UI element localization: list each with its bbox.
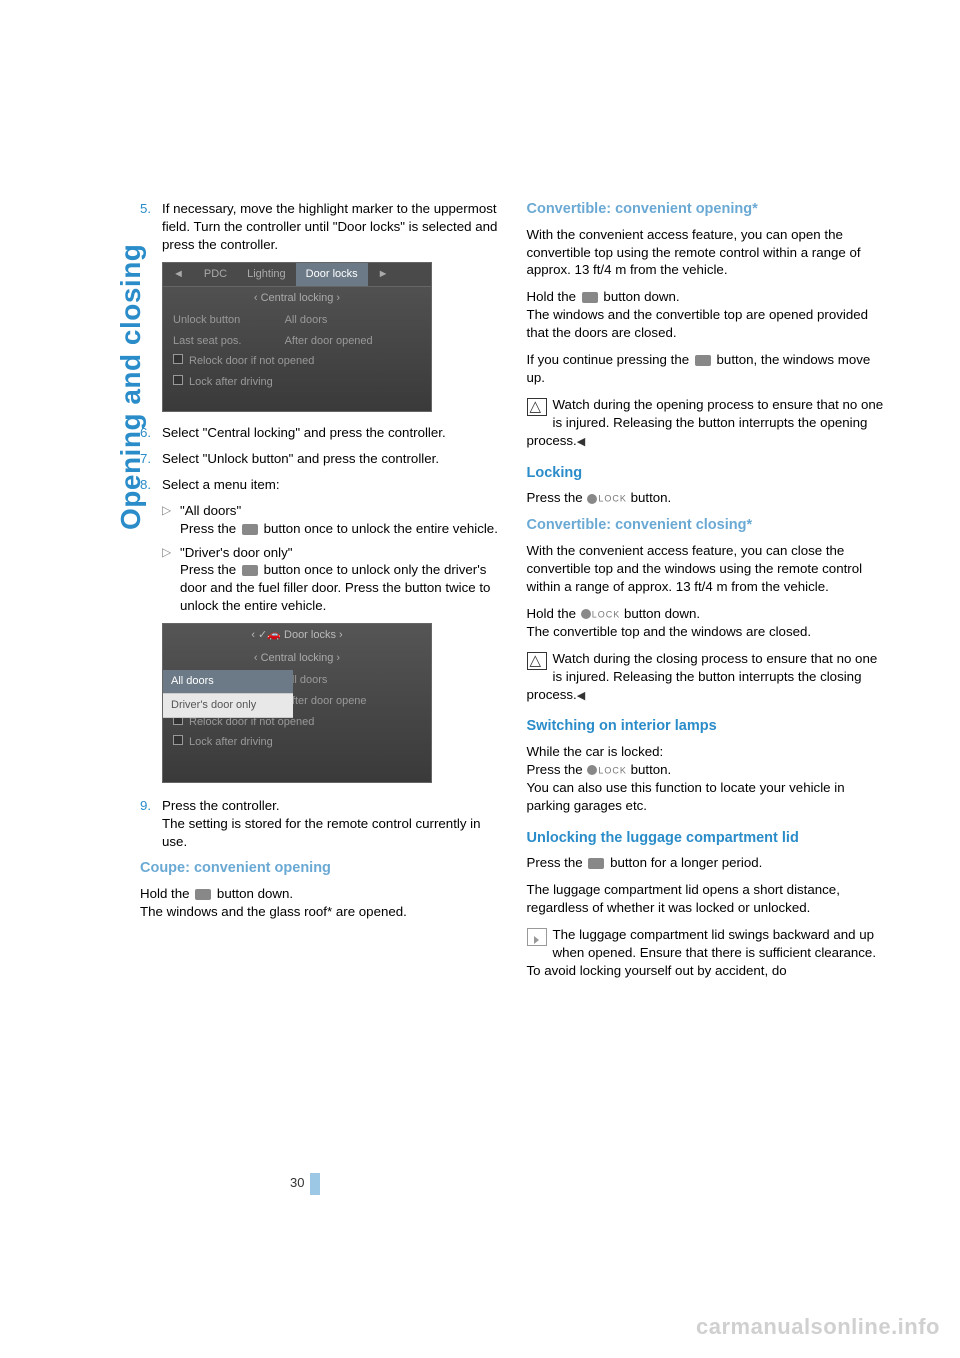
conv-close-p2: Hold the LOCK button down.The convertibl…	[527, 605, 886, 641]
warning-icon	[527, 398, 547, 416]
bullet-arrow-icon: ▷	[162, 502, 180, 538]
unlock-icon	[695, 355, 711, 366]
lock-label: LOCK	[598, 494, 627, 504]
ss-subheader: ‹ Central locking ›	[163, 287, 431, 310]
lock-icon	[587, 765, 597, 775]
conv-close-p1: With the convenient access feature, you …	[527, 542, 886, 596]
heading-locking: Locking	[527, 464, 886, 484]
end-marker-icon: ◀	[577, 436, 585, 448]
trunk-icon	[588, 858, 604, 869]
lock-label: LOCK	[598, 765, 627, 775]
ss-cell: All doors	[285, 313, 421, 328]
sub-text: "All doors" Press the button once to unl…	[180, 502, 499, 538]
step-line2: The setting is stored for the remote con…	[162, 816, 481, 849]
step-9: 9. Press the controller. The setting is …	[140, 797, 499, 851]
unlock-icon	[242, 524, 258, 535]
step-6: 6. Select "Central locking" and press th…	[140, 424, 499, 442]
ss-nav-left: ◄	[163, 263, 194, 286]
step-line1: Press the controller.	[162, 798, 280, 813]
unlock-icon	[195, 889, 211, 900]
luggage-info: The luggage compartment lid swings backw…	[527, 926, 886, 980]
ss-cell: Relock door if not opened	[189, 354, 314, 369]
ss-tab-doorlocks: Door locks	[296, 263, 368, 286]
step-8: 8. Select a menu item:	[140, 476, 499, 494]
lock-icon	[587, 494, 597, 504]
screenshot-dropdown: ‹ ✓🚗 Door locks › ‹ Central locking › Al…	[162, 623, 432, 783]
step-num: 7.	[140, 450, 162, 468]
checkbox-icon	[173, 354, 183, 364]
step-text: Press the controller. The setting is sto…	[162, 797, 499, 851]
step-7: 7. Select "Unlock button" and press the …	[140, 450, 499, 468]
info-icon	[527, 928, 547, 946]
step-text: Select "Central locking" and press the c…	[162, 424, 499, 442]
content-columns: 5. If necessary, move the highlight mark…	[105, 200, 885, 989]
page-number: 30	[290, 1175, 304, 1190]
luggage-p2: The luggage compartment lid opens a shor…	[527, 881, 886, 917]
step-text: If necessary, move the highlight marker …	[162, 200, 499, 254]
warning-icon	[527, 652, 547, 670]
ss-nav-right: ►	[368, 263, 399, 286]
unlock-icon	[242, 565, 258, 576]
checkbox-icon	[173, 735, 183, 745]
locking-body: Press the LOCK button.	[527, 489, 886, 507]
ss-tab-lighting: Lighting	[237, 263, 296, 286]
heading-conv-closing: Convertible: convenient closing*	[527, 516, 886, 536]
right-column: Convertible: convenient opening* With th…	[527, 200, 886, 989]
luggage-p1: Press the button for a longer period.	[527, 854, 886, 872]
unlock-icon	[582, 292, 598, 303]
left-column: 5. If necessary, move the highlight mark…	[140, 200, 499, 989]
heading-interior-lamps: Switching on interior lamps	[527, 717, 886, 737]
checkbox-icon	[173, 375, 183, 385]
step-num: 5.	[140, 200, 162, 254]
lock-label: LOCK	[592, 609, 621, 619]
ss-cell: Lock after driving	[189, 735, 273, 750]
coupe-body: Hold the button down.The windows and the…	[140, 885, 499, 921]
step-num: 6.	[140, 424, 162, 442]
step-8b: ▷ "Driver's door only" Press the button …	[162, 544, 499, 616]
conv-open-p1: With the convenient access feature, you …	[527, 226, 886, 280]
ss-cell: Last seat pos.	[173, 334, 285, 349]
heading-coupe-opening: Coupe: convenient opening	[140, 859, 499, 879]
step-5: 5. If necessary, move the highlight mark…	[140, 200, 499, 254]
interior-body: While the car is locked:Press the LOCK b…	[527, 743, 886, 815]
sub-title: "Driver's door only"	[180, 545, 292, 560]
end-marker-icon: ◀	[577, 690, 585, 702]
step-8a: ▷ "All doors" Press the button once to u…	[162, 502, 499, 538]
ss-dropdown: All doors Driver's door only	[163, 670, 293, 718]
ss-tab-pdc: PDC	[194, 263, 237, 286]
bullet-arrow-icon: ▷	[162, 544, 180, 616]
sub-title: "All doors"	[180, 503, 241, 518]
conv-open-p3: If you continue pressing the button, the…	[527, 351, 886, 387]
step-num: 9.	[140, 797, 162, 851]
screenshot-door-locks: ◄ PDC Lighting Door locks ► ‹ Central lo…	[162, 262, 432, 412]
ss-cell: Unlock button	[173, 313, 285, 328]
dropdown-item: Driver's door only	[163, 694, 293, 718]
ss-cell: Lock after driving	[189, 375, 273, 390]
ss-cell: All doors	[285, 673, 421, 688]
conv-open-p2: Hold the button down.The windows and the…	[527, 288, 886, 342]
ss-cell: After door opened	[285, 334, 421, 349]
sub-text: "Driver's door only" Press the button on…	[180, 544, 499, 616]
ss-subheader: ‹ Central locking ›	[163, 647, 431, 670]
step-text: Select "Unlock button" and press the con…	[162, 450, 499, 468]
dropdown-item: All doors	[163, 670, 293, 694]
ss-top: ‹ ✓🚗 Door locks ›	[163, 624, 431, 647]
page-indicator-bar	[310, 1173, 320, 1195]
heading-luggage: Unlocking the luggage compartment lid	[527, 829, 886, 849]
ss-cell: After door opene	[285, 694, 421, 709]
step-num: 8.	[140, 476, 162, 494]
lock-icon	[581, 609, 591, 619]
heading-conv-opening: Convertible: convenient opening*	[527, 200, 886, 220]
step-text: Select a menu item:	[162, 476, 499, 494]
conv-close-warning: Watch during the closing process to ensu…	[527, 650, 886, 704]
conv-open-warning: Watch during the opening process to ensu…	[527, 396, 886, 450]
watermark: carmanualsonline.info	[696, 1314, 940, 1340]
